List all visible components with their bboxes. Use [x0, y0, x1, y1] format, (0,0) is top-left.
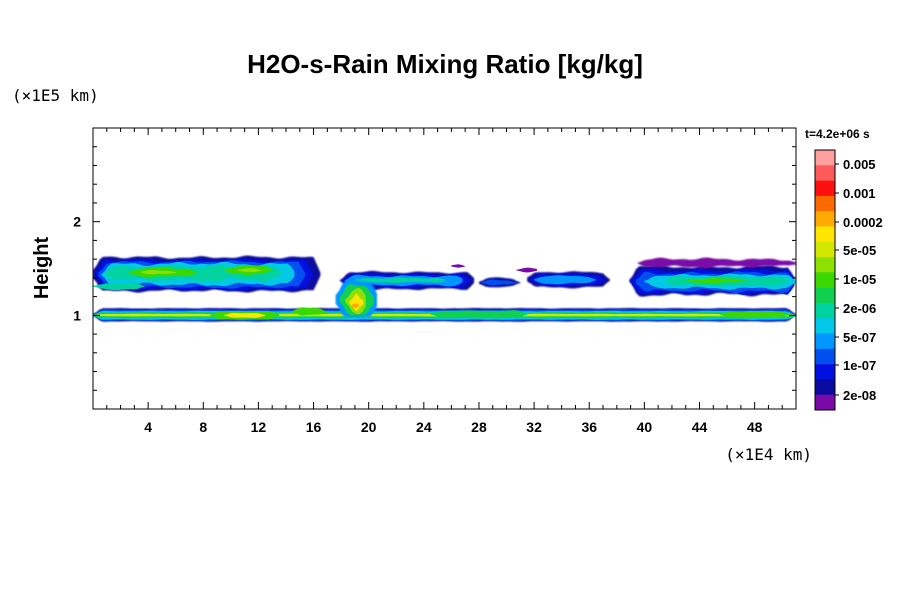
x-tick-label: 36 [581, 419, 597, 435]
colorbar-swatch [815, 241, 835, 258]
rain-layer [430, 310, 528, 318]
convective-column [349, 293, 364, 312]
colorbar-swatch [815, 226, 835, 243]
colorbar-swatch [815, 272, 835, 288]
y-unit-label: (×1E5 km) [12, 86, 99, 105]
cloud-band-west [141, 269, 176, 275]
colorbar-swatch [815, 348, 835, 365]
cloud-band-east [685, 278, 748, 284]
cloud-band-center [481, 279, 517, 286]
cloud-fringe [516, 267, 537, 273]
x-tick-label: 4 [144, 419, 152, 435]
colorbar-swatch [815, 211, 835, 227]
cloud-fringe-east [637, 257, 796, 269]
y-axis-label: Height [31, 237, 53, 300]
colorbar-swatch [815, 180, 835, 197]
y-tick-label: 1 [73, 307, 81, 323]
colorbar-swatch [815, 165, 835, 181]
colorbar-swatch [815, 394, 835, 411]
x-axis: 4 8 12 16 20 24 28 32 36 40 44 48 [106, 128, 783, 435]
cloud-band-center [534, 275, 597, 285]
convective-column [352, 303, 359, 308]
colorbar-label: 0.005 [843, 157, 876, 172]
chart-title: H2O-s-Rain Mixing Ratio [kg/kg] [247, 49, 643, 79]
colorbar-label: 2e-08 [843, 388, 876, 403]
cloud-band-center [354, 277, 445, 283]
colorbar-label: 5e-07 [843, 330, 876, 345]
colorbar-swatch [815, 302, 835, 319]
colorbar-swatch [815, 364, 835, 380]
rain-layer [720, 311, 790, 318]
x-tick-label: 12 [251, 419, 267, 435]
rain-layer [224, 312, 266, 318]
cloud-band-west [237, 268, 262, 273]
x-tick-label: 48 [747, 419, 763, 435]
x-tick-label: 20 [361, 419, 377, 435]
colorbar-swatch [815, 195, 835, 212]
y-axis: 12 [73, 146, 796, 391]
x-unit-label: (×1E4 km) [725, 445, 812, 464]
plot-frame [92, 127, 797, 410]
colorbar-label: 5e-05 [843, 243, 876, 258]
colorbar-label: 2e-06 [843, 301, 876, 316]
colorbar-label: 0.0002 [843, 215, 883, 230]
x-tick-label: 28 [471, 419, 487, 435]
colorbar-swatch [815, 318, 835, 334]
x-tick-label: 8 [199, 419, 207, 435]
colorbar-frame [814, 149, 836, 411]
colorbar-label: 0.001 [843, 186, 876, 201]
x-tick-label: 16 [306, 419, 322, 435]
x-tick-label: 40 [637, 419, 653, 435]
cloud-fringe [451, 264, 466, 268]
colorbar: 0.005 0.001 0.0002 5e-05 1e-05 2e-06 5e-07 1e-0… [814, 149, 883, 411]
cloud-band-west [93, 282, 145, 291]
x-tick-label: 32 [526, 419, 542, 435]
colorbar-swatch [815, 287, 835, 304]
colorbar-label: 1e-07 [843, 358, 876, 373]
rain-field [93, 255, 796, 322]
colorbar-swatch [815, 150, 835, 166]
x-tick-label: 44 [692, 419, 708, 435]
colorbar-swatch [815, 333, 835, 350]
colorbar-label: 1e-05 [843, 272, 876, 287]
colorbar-swatch [815, 257, 835, 273]
time-label: t=4.2e+06 s [805, 127, 870, 141]
y-tick-label: 2 [73, 214, 81, 230]
x-tick-label: 24 [416, 419, 432, 435]
convective-column [292, 307, 328, 316]
colorbar-swatch [815, 379, 835, 396]
